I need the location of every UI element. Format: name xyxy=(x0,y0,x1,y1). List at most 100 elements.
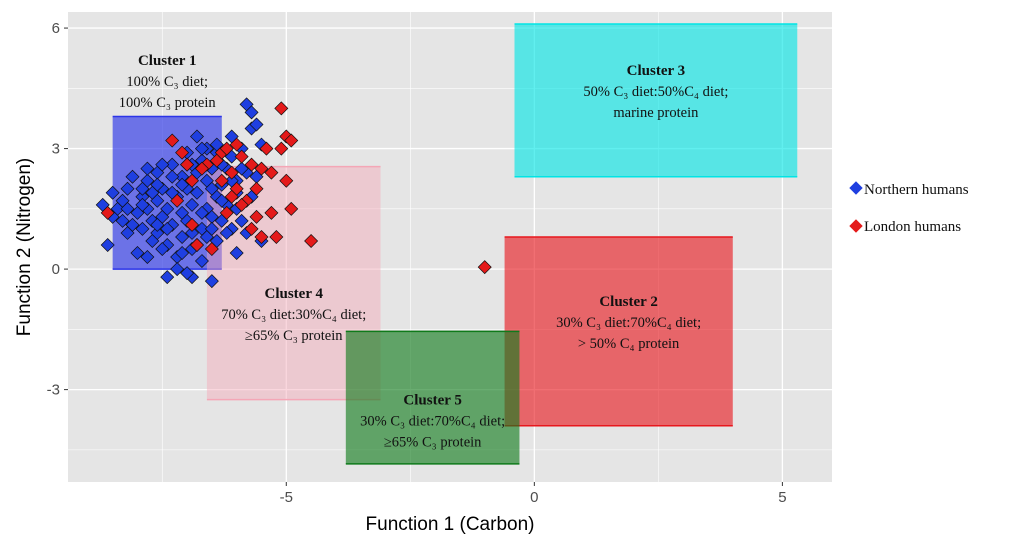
data-point xyxy=(204,221,219,236)
data-point xyxy=(229,246,244,261)
y-tick-label: 0 xyxy=(52,261,60,278)
data-point xyxy=(125,169,140,184)
data-point xyxy=(175,145,190,160)
data-point xyxy=(170,193,185,208)
y-tick-label: 6 xyxy=(52,20,60,37)
data-point xyxy=(274,141,289,156)
data-point xyxy=(254,161,269,176)
data-point xyxy=(234,197,249,212)
data-point xyxy=(214,193,229,208)
x-axis-title: Function 1 (Carbon) xyxy=(366,514,535,535)
data-point xyxy=(224,189,239,204)
legend-northern-marker xyxy=(849,181,863,195)
data-point xyxy=(274,101,289,116)
data-point xyxy=(284,201,299,216)
cluster3-description: 50% C₃ diet:50%C₄ diet; xyxy=(583,84,728,100)
y-tick-label: -3 xyxy=(47,382,60,399)
y-axis-ticks: -3 0 3 6 xyxy=(47,20,68,399)
data-point xyxy=(254,229,269,244)
data-point xyxy=(170,262,185,277)
data-point xyxy=(194,161,209,176)
data-point xyxy=(125,217,140,232)
cluster4-description: 70% C₃ diet:30%C₄ diet; xyxy=(221,307,366,323)
data-point xyxy=(269,229,284,244)
data-point xyxy=(234,161,249,176)
data-point xyxy=(105,185,120,200)
data-point xyxy=(175,246,190,261)
data-point xyxy=(194,254,209,269)
data-point xyxy=(219,225,234,240)
data-point xyxy=(477,260,492,275)
cluster4-title: Cluster 4 xyxy=(264,286,323,302)
cluster1-title: Cluster 1 xyxy=(138,53,196,69)
data-point xyxy=(234,149,249,164)
data-point xyxy=(135,197,150,212)
data-point xyxy=(249,209,264,224)
cluster-labels: Cluster 1 100% C₃ diet; 100% C₃ protein Clu… xyxy=(119,53,729,450)
data-point xyxy=(249,181,264,196)
data-point xyxy=(100,205,115,220)
data-point xyxy=(180,157,195,172)
data-point xyxy=(219,205,234,220)
data-point xyxy=(214,173,229,188)
x-axis-ticks: -5 0 5 xyxy=(280,482,787,506)
cluster2-description: > 50% C₄ protein xyxy=(578,336,680,352)
cluster3-description: marine protein xyxy=(613,105,699,121)
data-point xyxy=(165,169,180,184)
cluster3-title: Cluster 3 xyxy=(627,63,685,79)
cluster5-description: ≥65% C₃ protein xyxy=(384,435,482,451)
legend-london-label: London humans xyxy=(864,219,961,235)
cluster1-description: 100% C₃ protein xyxy=(119,95,217,111)
data-point xyxy=(244,157,259,172)
legend-northern-label: Northern humans xyxy=(864,182,969,198)
y-axis-title: Function 2 (Nitrogen) xyxy=(14,158,35,336)
data-point xyxy=(244,105,259,120)
data-point xyxy=(150,217,165,232)
x-tick-label: 5 xyxy=(778,489,786,506)
data-point xyxy=(145,185,160,200)
cluster5-description: 30% C₃ diet:70%C₄ diet; xyxy=(360,414,505,430)
data-point xyxy=(120,181,135,196)
data-point xyxy=(160,270,175,285)
data-point xyxy=(175,177,190,192)
data-point xyxy=(150,225,165,240)
data-point xyxy=(264,165,279,180)
data-point xyxy=(160,201,175,216)
data-point xyxy=(229,137,244,152)
data-point xyxy=(155,157,170,172)
data-point xyxy=(189,129,204,144)
data-point xyxy=(100,237,115,252)
data-point xyxy=(185,173,200,188)
data-point xyxy=(219,141,234,156)
data-point xyxy=(189,185,204,200)
data-point xyxy=(120,201,135,216)
cluster5-box xyxy=(345,331,520,464)
data-point xyxy=(259,141,274,156)
data-point xyxy=(204,181,219,196)
london-points xyxy=(100,101,492,275)
y-tick-label: 3 xyxy=(52,141,60,158)
cluster2-description: 30% C₃ diet:70%C₄ diet; xyxy=(556,315,701,331)
data-point xyxy=(185,197,200,212)
cluster4-description: ≥65% C₃ protein xyxy=(245,328,343,344)
data-point xyxy=(204,274,219,289)
data-point xyxy=(140,161,155,176)
data-point xyxy=(165,133,180,148)
legend: Northern humans London humans xyxy=(849,181,969,235)
data-point xyxy=(194,141,209,156)
data-point xyxy=(249,117,264,132)
data-point xyxy=(155,242,170,257)
data-point xyxy=(135,221,150,236)
data-point xyxy=(264,205,279,220)
x-tick-label: 0 xyxy=(530,489,538,506)
data-point xyxy=(130,246,145,261)
data-point xyxy=(194,205,209,220)
data-point xyxy=(204,242,219,257)
cluster2-title: Cluster 2 xyxy=(599,294,657,310)
data-point xyxy=(135,181,150,196)
data-point xyxy=(175,229,190,244)
data-point xyxy=(234,213,249,228)
data-point xyxy=(185,217,200,232)
data-point xyxy=(140,250,155,265)
